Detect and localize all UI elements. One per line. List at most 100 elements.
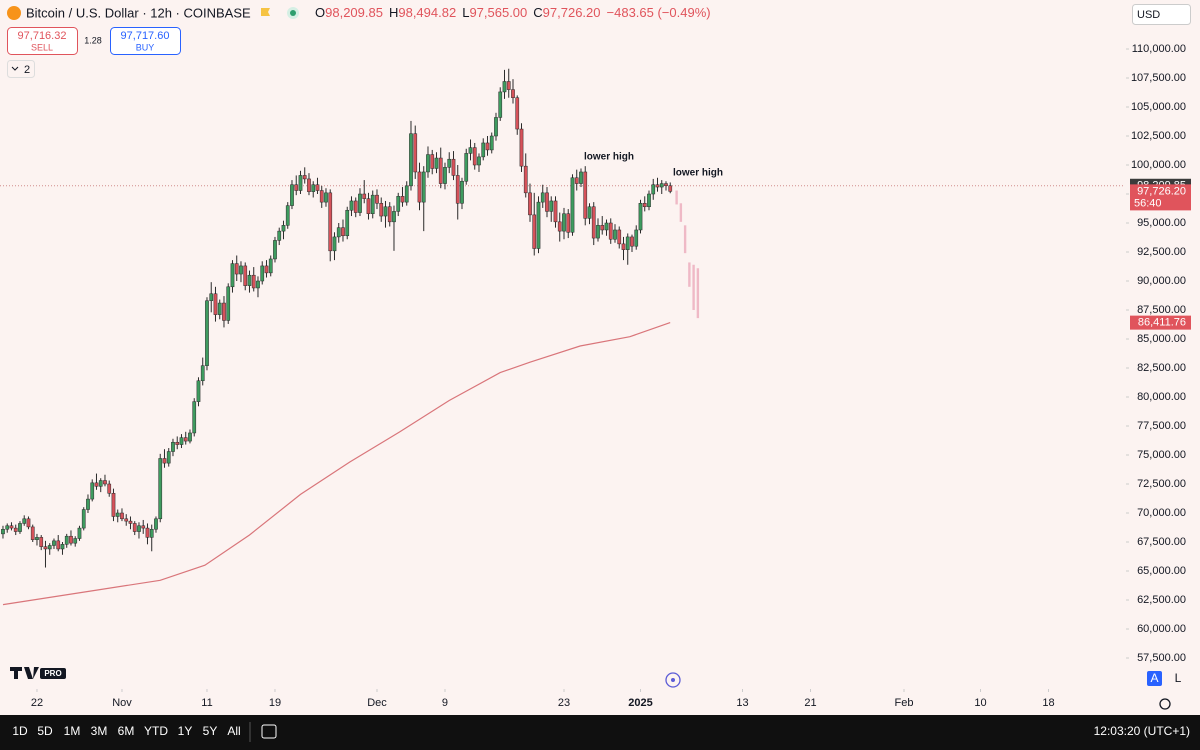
plot: 57,500.00 60,000.00 62,500.00 65,000.00 67,5…	[0, 43, 1191, 709]
candle-body	[124, 518, 129, 522]
sell-button[interactable]	[7, 27, 78, 55]
candle-body	[515, 97, 520, 130]
annotation: lower high	[673, 168, 723, 179]
currency-select[interactable]	[1132, 4, 1191, 25]
buy-price: 97,717.60	[121, 30, 170, 42]
symbol-title: Bitcoin / U.S. Dollar · 12h · COINBASE	[26, 5, 251, 20]
candle-body	[438, 157, 443, 184]
legend-value: 97,726.20	[543, 5, 601, 20]
candle-body	[523, 165, 528, 194]
projection-bar	[692, 264, 695, 311]
candle-body	[277, 230, 282, 241]
candle-body	[358, 193, 362, 213]
range-button[interactable]: 1Y	[178, 724, 193, 738]
y-tick-label: 80,000.00	[1137, 391, 1186, 403]
candle-body	[43, 546, 48, 550]
candle-body	[472, 147, 477, 166]
settings-icon[interactable]	[1159, 698, 1171, 710]
candle-body	[430, 154, 435, 169]
y-tick-label: 105,000.00	[1131, 101, 1186, 113]
y-tick-label: 60,000.00	[1137, 623, 1186, 635]
x-tick-label: Dec	[367, 697, 387, 709]
flag-icon[interactable]	[261, 8, 270, 16]
candle-body	[562, 213, 566, 232]
range-button[interactable]: 3M	[91, 724, 108, 738]
candle-body	[608, 222, 613, 240]
candle-body	[434, 157, 439, 169]
candle-body	[506, 81, 511, 90]
candle-body	[69, 535, 73, 544]
y-tick-label: 92,500.00	[1137, 246, 1186, 258]
indicators-count: 2	[24, 64, 30, 76]
candle-body	[154, 518, 158, 530]
candle-body	[617, 229, 622, 245]
buy-button[interactable]	[110, 27, 181, 55]
range-button[interactable]: 6M	[118, 724, 135, 738]
log-scale-label[interactable]: L	[1175, 671, 1182, 685]
logo	[10, 667, 39, 679]
candle-body	[545, 192, 549, 212]
candle-body	[642, 203, 647, 208]
candle-body	[451, 158, 456, 176]
candle-body	[200, 365, 205, 382]
candle-body	[188, 432, 192, 442]
legend-value: 98,494.82	[398, 5, 456, 20]
bottom-bar-bg	[0, 715, 1200, 750]
y-tick-label: 110,000.00	[1132, 43, 1186, 55]
range-button[interactable]: All	[227, 724, 240, 738]
candle-body	[294, 184, 299, 191]
range-button[interactable]: 5Y	[203, 724, 218, 738]
candle-body	[120, 512, 124, 520]
range-button[interactable]: 1M	[64, 724, 81, 738]
candle-body	[409, 133, 413, 187]
x-tick-label: 22	[31, 697, 43, 709]
candle-body	[128, 520, 133, 524]
range-button[interactable]: 1D	[12, 724, 28, 738]
candle-body	[349, 200, 354, 211]
range-button[interactable]: 5D	[37, 724, 53, 738]
candle-body	[519, 128, 524, 167]
clock: 12:03:20 (UTC+1)	[1094, 724, 1190, 738]
price-label-bg	[1130, 315, 1191, 330]
countdown: 56:40	[1134, 197, 1162, 209]
candle-body	[383, 206, 388, 217]
candle-body	[18, 523, 22, 532]
candle-body	[600, 225, 605, 231]
candle-body	[392, 211, 396, 223]
candle-body	[115, 512, 120, 517]
auto-scale[interactable]	[1147, 671, 1162, 686]
x-tick-label: 19	[269, 697, 281, 709]
candle-body	[341, 227, 345, 237]
candle-body	[103, 480, 107, 485]
legend-change: −483.65 (−0.49%)	[607, 5, 711, 20]
candle-body	[311, 184, 316, 192]
candle-body	[145, 527, 150, 538]
indicators-toggle[interactable]	[7, 60, 35, 78]
go-realtime[interactable]	[665, 672, 681, 688]
calendar-icon[interactable]	[261, 724, 277, 739]
candle-body	[183, 437, 188, 442]
status-dot	[290, 10, 296, 16]
candle-body	[494, 117, 498, 137]
y-tick-label: 62,500.00	[1137, 594, 1186, 606]
y-tick-label: 82,500.00	[1137, 362, 1186, 374]
candle-body	[196, 380, 201, 402]
candle-body	[400, 196, 405, 203]
candle-body	[404, 185, 409, 203]
candle-body	[30, 526, 35, 540]
y-tick-label: 70,000.00	[1137, 507, 1186, 519]
projection-bar	[683, 225, 687, 254]
legend-value: 97,565.00	[469, 5, 527, 20]
candle-body	[239, 265, 243, 275]
candle-body	[540, 192, 545, 203]
chevron	[11, 66, 19, 71]
currency: USD	[1137, 9, 1160, 21]
candle-body	[5, 525, 10, 530]
range-button[interactable]: YTD	[144, 724, 168, 738]
candle-body	[362, 193, 367, 199]
go-realtime-dot	[671, 678, 675, 682]
candle-body	[90, 482, 95, 500]
candle-body	[464, 153, 469, 182]
candle-body	[489, 135, 494, 151]
